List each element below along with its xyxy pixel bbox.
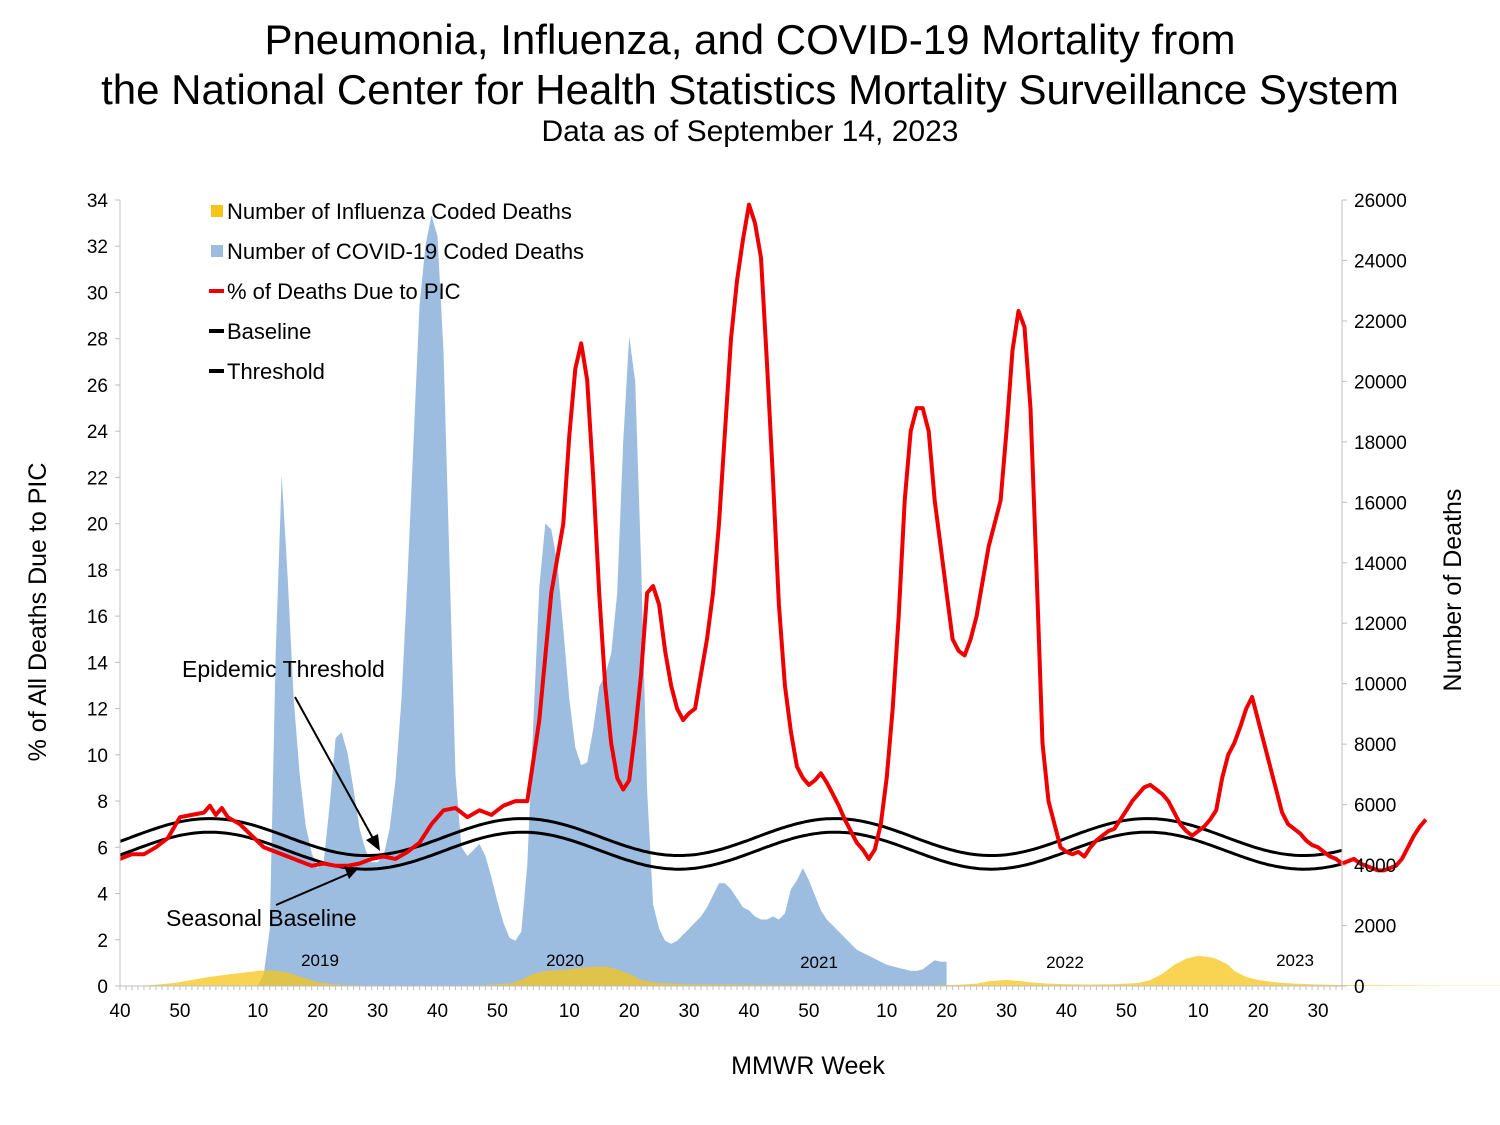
x-tick-label: 20 bbox=[1248, 1001, 1269, 1022]
season-label: 2020 bbox=[546, 951, 584, 970]
x-tick-label: 50 bbox=[169, 1001, 190, 1022]
x-tick-label: 20 bbox=[936, 1001, 957, 1022]
left-tick-label: 4 bbox=[97, 885, 108, 906]
pic-percent-line bbox=[119, 202, 1428, 873]
y-axis-label-left: % of All Deaths Due to PIC bbox=[24, 463, 52, 762]
left-tick-label: 14 bbox=[87, 653, 109, 674]
x-tick-label: 20 bbox=[307, 1001, 328, 1022]
right-tick-label: 22000 bbox=[1354, 312, 1407, 333]
annotation-arrows bbox=[275, 696, 380, 906]
legend: Number of Influenza Coded Deaths Number o… bbox=[209, 199, 584, 384]
season-label: 2023 bbox=[1276, 951, 1314, 970]
x-tick-label: 50 bbox=[487, 1001, 508, 1022]
left-tick-label: 16 bbox=[87, 607, 108, 628]
x-tick-label: 30 bbox=[367, 1001, 388, 1022]
left-tick-label: 8 bbox=[97, 792, 108, 813]
season-label: 2021 bbox=[800, 953, 838, 972]
left-tick-label: 10 bbox=[87, 746, 108, 767]
left-tick-label: 26 bbox=[87, 376, 108, 397]
legend-swatch bbox=[211, 205, 223, 217]
line-layer bbox=[119, 202, 1428, 873]
left-tick-label: 12 bbox=[87, 700, 108, 721]
right-tick-label: 2000 bbox=[1354, 917, 1396, 938]
right-tick-label: 10000 bbox=[1354, 675, 1407, 696]
annotation-epidemic-threshold: Epidemic Threshold bbox=[182, 656, 385, 682]
right-tick-label: 6000 bbox=[1354, 796, 1396, 817]
x-tick-label: 40 bbox=[1056, 1001, 1077, 1022]
chart-subtitle: Data as of September 14, 2023 bbox=[541, 115, 959, 148]
x-tick-label: 10 bbox=[1188, 1001, 1209, 1022]
left-tick-label: 0 bbox=[97, 977, 108, 998]
left-tick-label: 20 bbox=[87, 515, 108, 536]
annotation-seasonal-baseline: Seasonal Baseline bbox=[166, 905, 357, 931]
right-tick-label: 14000 bbox=[1354, 554, 1407, 575]
influenza-deaths-area bbox=[120, 955, 1500, 986]
x-tick-label: 40 bbox=[427, 1001, 448, 1022]
right-tick-label: 8000 bbox=[1354, 735, 1396, 756]
chart-title: Pneumonia, Influenza, and COVID-19 Morta… bbox=[264, 16, 1236, 63]
legend-label: Baseline bbox=[227, 319, 311, 344]
legend-label: Number of Influenza Coded Deaths bbox=[227, 199, 572, 224]
tick-layer: 0246810121416182022242628303234020004000… bbox=[87, 191, 1407, 1022]
left-tick-label: 30 bbox=[87, 283, 108, 304]
left-tick-label: 24 bbox=[87, 422, 109, 443]
x-tick-label: 40 bbox=[738, 1001, 759, 1022]
season-label: 2022 bbox=[1046, 953, 1084, 972]
x-tick-label: 10 bbox=[559, 1001, 580, 1022]
right-tick-label: 4000 bbox=[1354, 856, 1396, 877]
x-tick-label: 10 bbox=[247, 1001, 268, 1022]
legend-label: Number of COVID-19 Coded Deaths bbox=[227, 239, 584, 264]
x-tick-label: 30 bbox=[1307, 1001, 1328, 1022]
left-tick-label: 18 bbox=[87, 561, 108, 582]
x-tick-label: 30 bbox=[996, 1001, 1017, 1022]
x-tick-label: 40 bbox=[109, 1001, 130, 1022]
x-tick-label: 50 bbox=[1116, 1001, 1137, 1022]
x-axis-label: MMWR Week bbox=[731, 1052, 885, 1080]
left-tick-label: 28 bbox=[87, 330, 108, 351]
season-label: 2019 bbox=[301, 951, 339, 970]
left-tick-label: 2 bbox=[97, 931, 108, 952]
threshold-line bbox=[119, 817, 1343, 857]
right-tick-label: 16000 bbox=[1354, 493, 1407, 514]
right-tick-label: 26000 bbox=[1354, 191, 1407, 212]
legend-label: Threshold bbox=[227, 359, 325, 384]
chart-title-line2: the National Center for Health Statistic… bbox=[101, 66, 1399, 113]
left-tick-label: 32 bbox=[87, 237, 108, 258]
right-tick-label: 12000 bbox=[1354, 614, 1407, 635]
x-tick-label: 30 bbox=[678, 1001, 699, 1022]
y-axis-label-right: Number of Deaths bbox=[1439, 489, 1467, 692]
season-label-layer: 2019 2020 2021 2022 2023 bbox=[301, 951, 1314, 972]
x-tick-label: 10 bbox=[876, 1001, 897, 1022]
legend-swatch bbox=[211, 245, 223, 257]
left-tick-label: 34 bbox=[87, 191, 109, 212]
right-tick-label: 24000 bbox=[1354, 251, 1407, 272]
x-tick-label: 50 bbox=[798, 1001, 819, 1022]
threshold-arrowhead bbox=[366, 834, 380, 851]
right-tick-label: 20000 bbox=[1354, 372, 1407, 393]
left-tick-label: 6 bbox=[97, 838, 108, 859]
threshold-arrow-line bbox=[294, 696, 376, 843]
legend-label: % of Deaths Due to PIC bbox=[227, 279, 461, 304]
left-tick-label: 22 bbox=[87, 468, 108, 489]
area-layer bbox=[120, 215, 1500, 987]
baseline-arrow-line bbox=[275, 873, 349, 906]
x-tick-label: 20 bbox=[619, 1001, 640, 1022]
right-tick-label: 18000 bbox=[1354, 433, 1407, 454]
right-tick-label: 0 bbox=[1354, 977, 1365, 998]
baseline-arrowhead bbox=[344, 866, 357, 879]
